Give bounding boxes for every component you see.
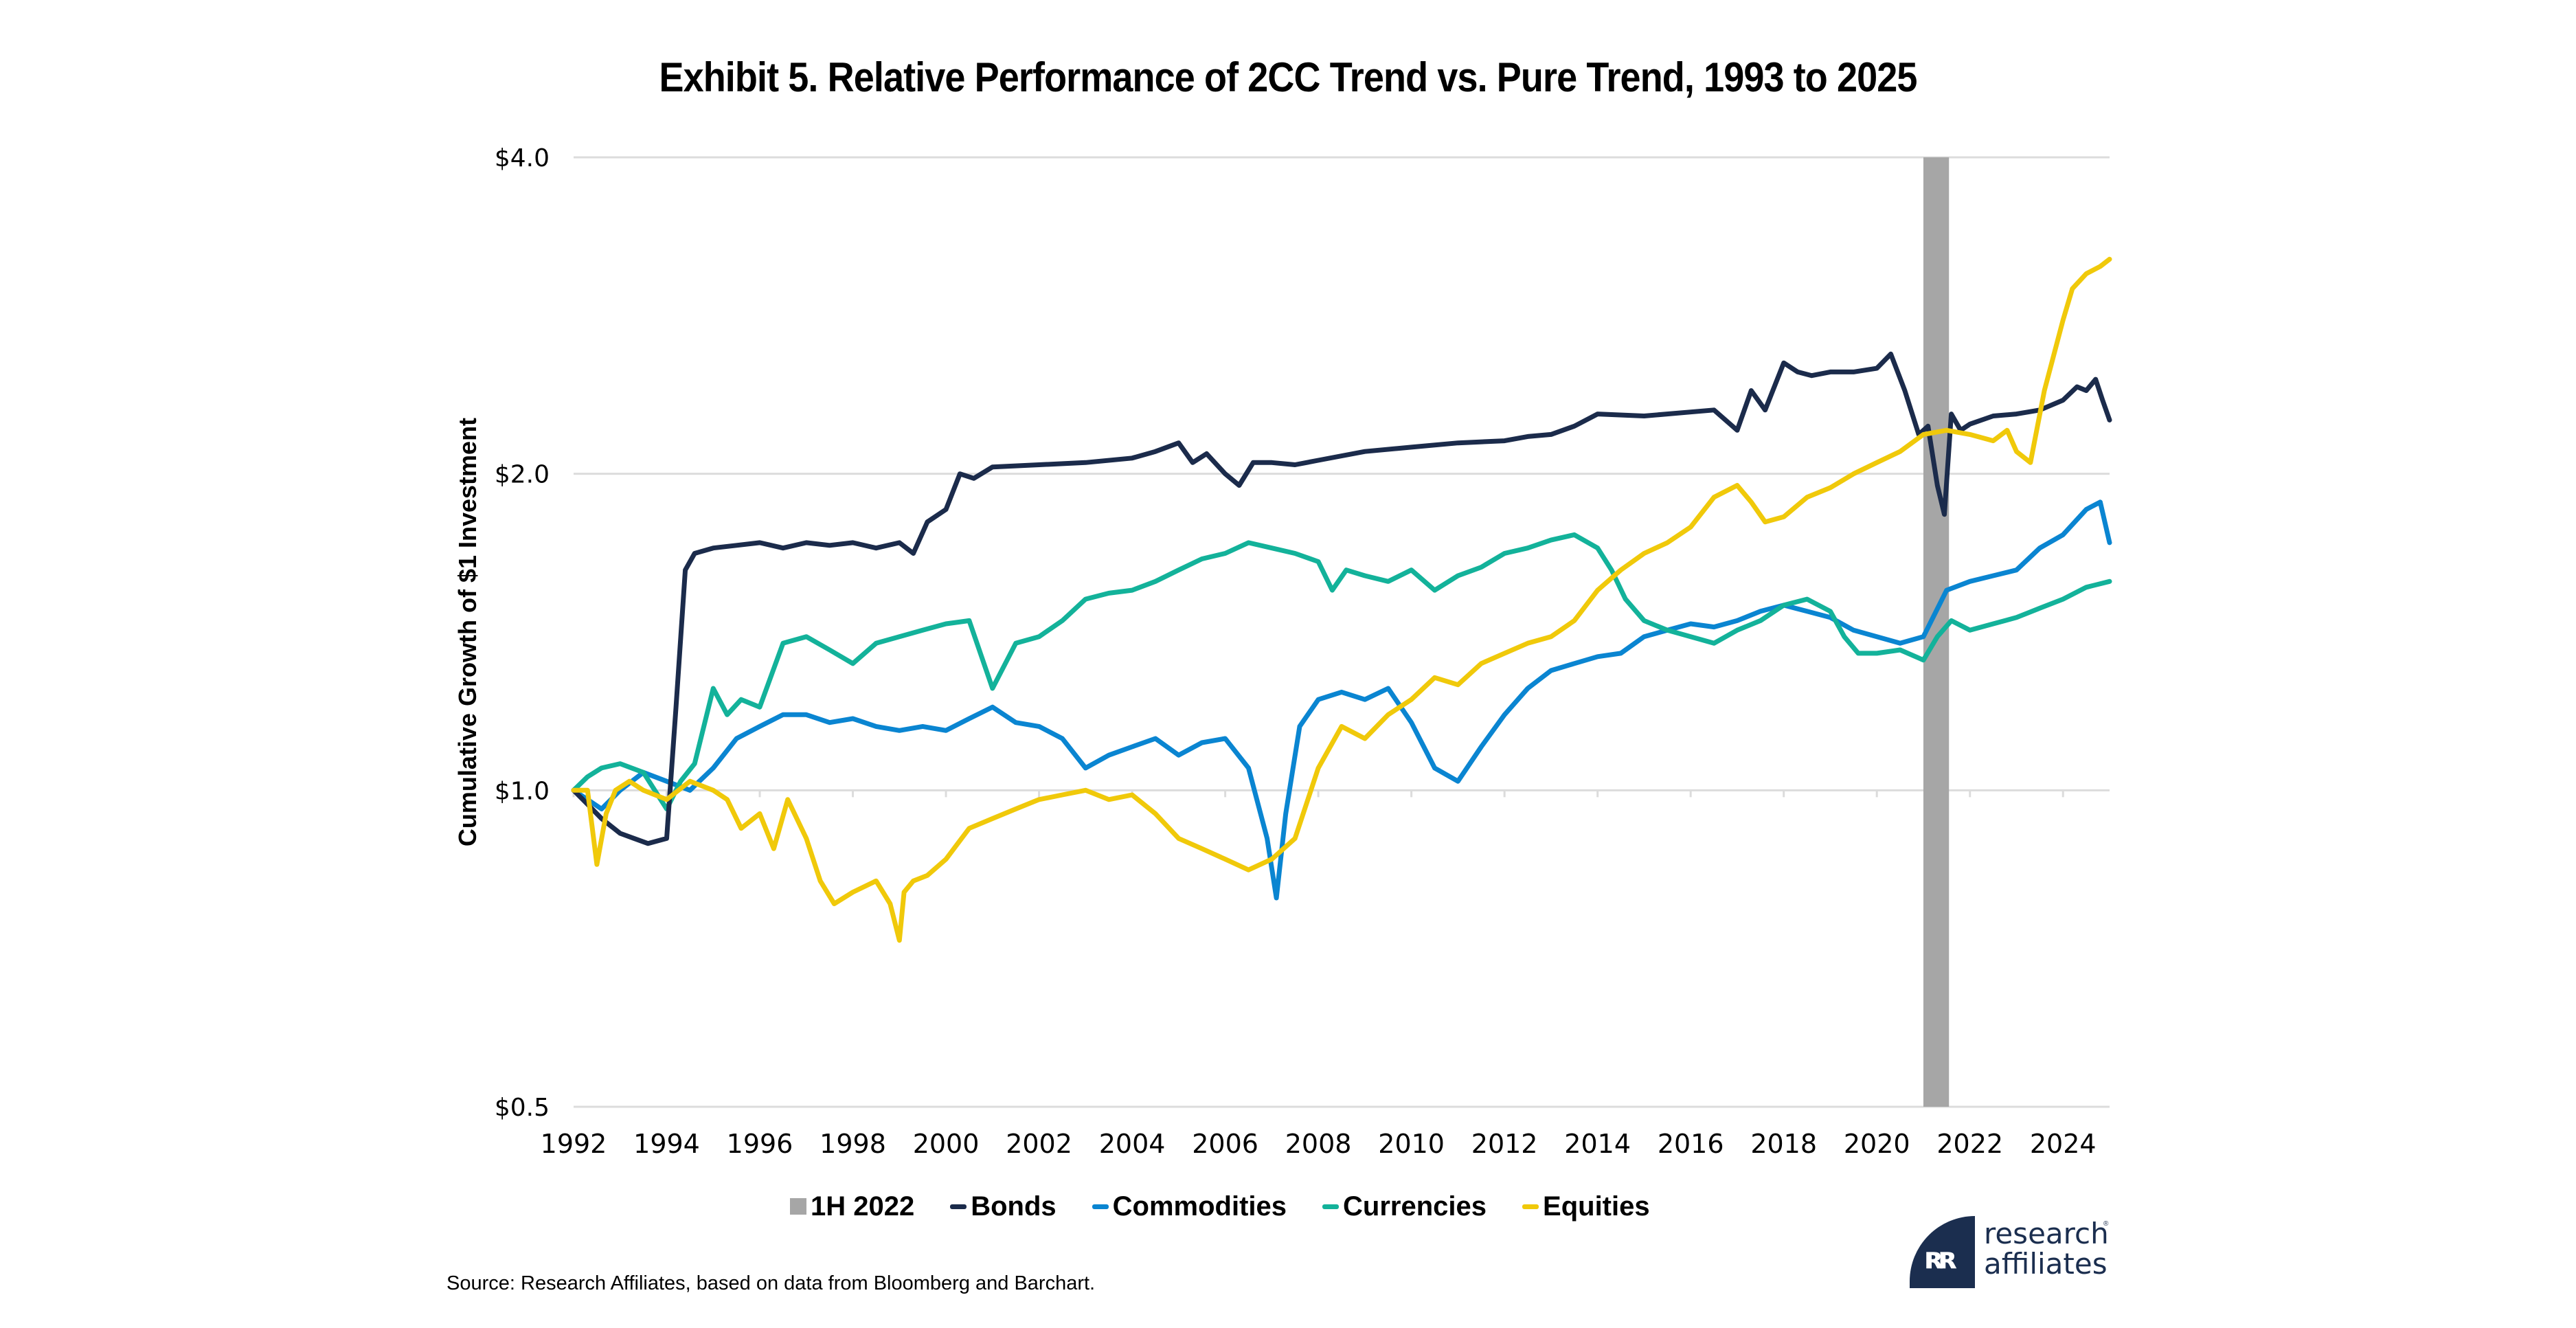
y-tick-label: $1.0 bbox=[495, 777, 550, 805]
logo-line-1: research bbox=[1984, 1217, 2109, 1250]
legend-label: 1H 2022 bbox=[811, 1191, 915, 1222]
x-tick-label: 1992 bbox=[541, 1129, 607, 1159]
legend-swatch-commodities bbox=[1092, 1204, 1109, 1209]
x-tick-label: 2014 bbox=[1564, 1129, 1631, 1159]
x-tick-label: 2020 bbox=[1844, 1129, 1910, 1159]
series-line-bonds bbox=[571, 351, 2112, 846]
legend-item-equities: Equities bbox=[1522, 1191, 1650, 1222]
legend-label: Equities bbox=[1543, 1191, 1650, 1222]
series-layer bbox=[571, 256, 2112, 943]
x-tick-label: 2022 bbox=[1936, 1129, 2003, 1159]
x-tick-label: 2010 bbox=[1378, 1129, 1445, 1159]
legend-item-commodities: Commodities bbox=[1092, 1191, 1287, 1222]
y-tick-label: $2.0 bbox=[495, 461, 550, 489]
logo-wordmark: research affiliates bbox=[1984, 1219, 2109, 1279]
series-line-commodities bbox=[571, 499, 2112, 901]
x-tick-label: 2018 bbox=[1750, 1129, 1817, 1159]
y-tick-labels: $4.0 $2.0 $1.0 $0.5 bbox=[495, 144, 550, 1122]
chart-title: Exhibit 5. Relative Performance of 2CC T… bbox=[659, 54, 1917, 100]
x-tick-label: 2002 bbox=[1006, 1129, 1072, 1159]
grid-layer bbox=[572, 156, 2110, 1108]
x-tick-label: 2000 bbox=[913, 1129, 980, 1159]
x-tick-label: 2004 bbox=[1099, 1129, 1166, 1159]
x-tick-label: 1996 bbox=[727, 1129, 793, 1159]
legend-swatch-bonds bbox=[950, 1204, 967, 1209]
x-tick-label: 2024 bbox=[2030, 1129, 2097, 1159]
y-tick-label: $0.5 bbox=[495, 1094, 550, 1122]
ra-monogram-icon: ʀʀ bbox=[1910, 1216, 1975, 1288]
x-tick-label: 2012 bbox=[1471, 1129, 1538, 1159]
legend-item-bonds: Bonds bbox=[950, 1191, 1057, 1222]
registered-mark: ® bbox=[2103, 1220, 2109, 1228]
legend: 1H 2022 Bonds Commodities Currencies Equ… bbox=[790, 1187, 1686, 1226]
x-tick-labels: 1992 1994 1996 1998 2000 2002 2004 2006 2008 2010… bbox=[541, 1129, 2097, 1159]
x-tick-label: 2006 bbox=[1192, 1129, 1258, 1159]
y-axis-label: Cumulative Growth of $1 Investment bbox=[453, 418, 482, 846]
legend-swatch-shaded bbox=[790, 1198, 806, 1215]
x-tick-label: 2008 bbox=[1285, 1129, 1352, 1159]
legend-label: Bonds bbox=[971, 1191, 1057, 1222]
x-tick-label: 2016 bbox=[1658, 1129, 1724, 1159]
series-line-currencies bbox=[571, 532, 2112, 811]
source-note: Source: Research Affiliates, based on da… bbox=[447, 1272, 1096, 1294]
legend-item-1h-2022: 1H 2022 bbox=[790, 1191, 914, 1222]
legend-swatch-currencies bbox=[1322, 1204, 1340, 1209]
legend-label: Currencies bbox=[1343, 1191, 1487, 1222]
legend-swatch-equities bbox=[1522, 1204, 1539, 1209]
y-tick-label: $4.0 bbox=[495, 144, 550, 172]
x-tick-label: 1998 bbox=[820, 1129, 886, 1159]
research-affiliates-logo: ʀʀ research affiliates ® bbox=[1910, 1216, 2116, 1292]
series-line-equities bbox=[571, 256, 2112, 943]
legend-item-currencies: Currencies bbox=[1322, 1191, 1487, 1222]
logo-line-2: affiliates bbox=[1984, 1247, 2108, 1281]
legend-label: Commodities bbox=[1112, 1191, 1287, 1222]
x-tick-label: 1994 bbox=[633, 1129, 700, 1159]
